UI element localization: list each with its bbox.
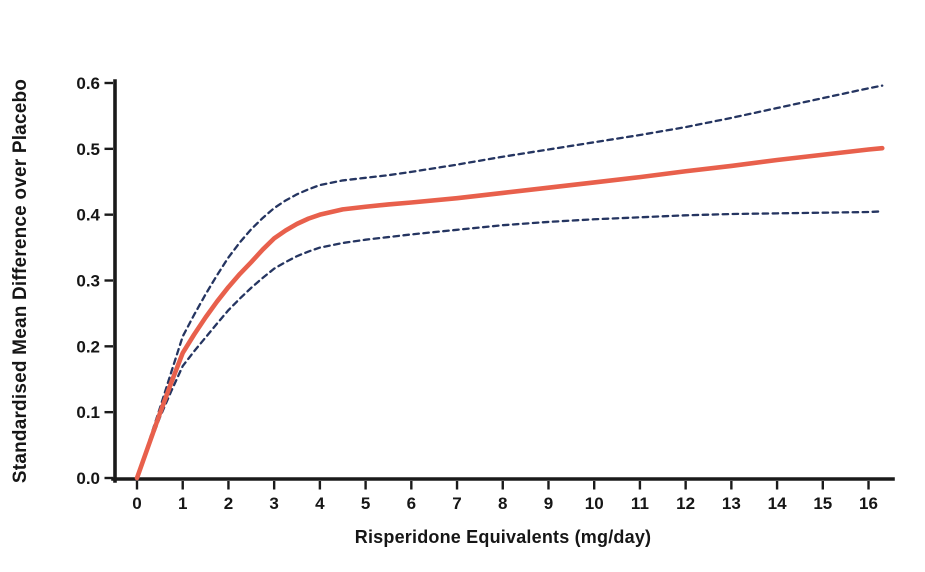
x-tick-label: 3: [269, 494, 278, 513]
y-tick-label: 0.5: [76, 140, 100, 159]
x-tick-label: 15: [813, 494, 832, 513]
x-tick-label: 12: [676, 494, 695, 513]
x-tick-label: 2: [224, 494, 233, 513]
y-tick-label: 0.0: [76, 469, 100, 488]
y-tick-label: 0.2: [76, 337, 100, 356]
y-tick-label: 0.6: [76, 74, 100, 93]
lower_ci-curve: [135, 210, 884, 480]
x-tick-label: 7: [452, 494, 461, 513]
x-tick-label: 16: [859, 494, 878, 513]
x-tick-label: 13: [722, 494, 741, 513]
x-tick-label: 11: [631, 494, 649, 513]
plot-area: 0 1 2 3 4 5 6 7 8 9 10 11 12 13 14 15 160.00.10.20.30.40…: [76, 74, 895, 513]
x-tick-label: 14: [768, 494, 787, 513]
x-tick-label: 1: [178, 494, 187, 513]
y-tick-label: 0.3: [76, 271, 100, 290]
y-axis-title: Standardised Mean Difference over Placeb…: [10, 79, 31, 483]
x-tick-label: 0: [132, 494, 141, 513]
mean-curve: [134, 145, 885, 481]
y-tick-label: 0.4: [76, 206, 100, 225]
x-tick-label: 5: [361, 494, 370, 513]
x-tick-label: 10: [585, 494, 604, 513]
y-tick-label: 0.1: [76, 403, 100, 422]
upper_ci-curve: [135, 84, 884, 480]
x-tick-label: 8: [498, 494, 507, 513]
x-tick-label: 6: [407, 494, 416, 513]
x-tick-label: 9: [544, 494, 553, 513]
x-axis-title: Risperidone Equivalents (mg/day): [355, 527, 651, 547]
x-tick-label: 4: [315, 494, 325, 513]
